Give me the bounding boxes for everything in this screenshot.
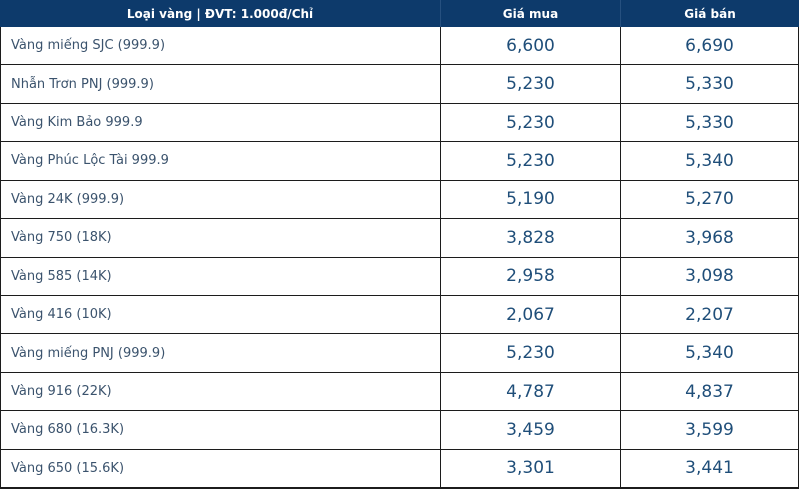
gold-type-cell: Vàng miếng SJC (999.9)	[0, 27, 441, 65]
gold-type-cell: Vàng 416 (10K)	[0, 295, 441, 334]
gold-type-cell: Nhẫn Trơn PNJ (999.9)	[0, 65, 441, 103]
buy-price-cell: 3,301	[441, 449, 621, 488]
sell-price-cell: 4,837	[621, 372, 799, 411]
buy-price-cell: 5,190	[441, 180, 621, 219]
sell-price-cell: 3,968	[621, 219, 799, 257]
buy-price-cell: 4,787	[441, 372, 621, 411]
gold-type-cell: Vàng 916 (22K)	[0, 372, 441, 411]
sell-price-cell: 5,340	[621, 334, 799, 372]
sell-price-cell: 5,270	[621, 180, 799, 219]
header-gold-type: Loại vàng | ĐVT: 1.000đ/Chỉ	[0, 0, 441, 27]
table-row: Vàng 916 (22K) 4,787 4,837	[0, 372, 799, 412]
table-row: Vàng Kim Bảo 999.9 5,230 5,330	[0, 103, 799, 143]
table-header-row: Loại vàng | ĐVT: 1.000đ/Chỉ Giá mua Giá …	[0, 0, 799, 27]
gold-type-cell: Vàng 750 (18K)	[0, 219, 441, 257]
table-row: Vàng 416 (10K) 2,067 2,207	[0, 295, 799, 335]
gold-type-cell: Vàng 24K (999.9)	[0, 180, 441, 219]
gold-type-cell: Vàng Kim Bảo 999.9	[0, 103, 441, 142]
gold-type-cell: Vàng 585 (14K)	[0, 257, 441, 295]
gold-type-cell: Vàng Phúc Lộc Tài 999.9	[0, 142, 441, 180]
sell-price-cell: 5,330	[621, 65, 799, 103]
buy-price-cell: 5,230	[441, 142, 621, 180]
gold-type-cell: Vàng miếng PNJ (999.9)	[0, 334, 441, 372]
gold-type-cell: Vàng 680 (16.3K)	[0, 411, 441, 449]
sell-price-cell: 3,098	[621, 257, 799, 295]
buy-price-cell: 5,230	[441, 103, 621, 142]
buy-price-cell: 2,067	[441, 295, 621, 334]
table-row: Vàng 650 (15.6K) 3,301 3,441	[0, 449, 799, 488]
table-row: Vàng 680 (16.3K) 3,459 3,599	[0, 411, 799, 450]
table-row: Vàng 750 (18K) 3,828 3,968	[0, 219, 799, 258]
sell-price-cell: 5,340	[621, 142, 799, 180]
sell-price-cell: 3,441	[621, 449, 799, 488]
header-sell-price: Giá bán	[684, 6, 736, 21]
sell-price-cell: 3,599	[621, 411, 799, 449]
table-row: Vàng miếng PNJ (999.9) 5,230 5,340	[0, 334, 799, 373]
buy-price-cell: 5,230	[441, 65, 621, 103]
gold-type-cell: Vàng 650 (15.6K)	[0, 449, 441, 488]
table-row: Nhẫn Trơn PNJ (999.9) 5,230 5,330	[0, 65, 799, 104]
buy-price-cell: 3,459	[441, 411, 621, 449]
buy-price-cell: 2,958	[441, 257, 621, 295]
header-buy-price: Giá mua	[441, 0, 621, 27]
buy-price-cell: 5,230	[441, 334, 621, 372]
table-row: Vàng 24K (999.9) 5,190 5,270	[0, 180, 799, 220]
sell-price-cell: 2,207	[621, 295, 799, 334]
table-row: Vàng 585 (14K) 2,958 3,098	[0, 257, 799, 296]
sell-price-cell: 5,330	[621, 103, 799, 142]
buy-price-cell: 3,828	[441, 219, 621, 257]
table-row: Vàng Phúc Lộc Tài 999.9 5,230 5,340	[0, 142, 799, 181]
buy-price-cell: 6,600	[441, 27, 621, 65]
sell-price-cell: 6,690	[621, 27, 799, 65]
table-row: Vàng miếng SJC (999.9) 6,600 6,690	[0, 27, 799, 66]
